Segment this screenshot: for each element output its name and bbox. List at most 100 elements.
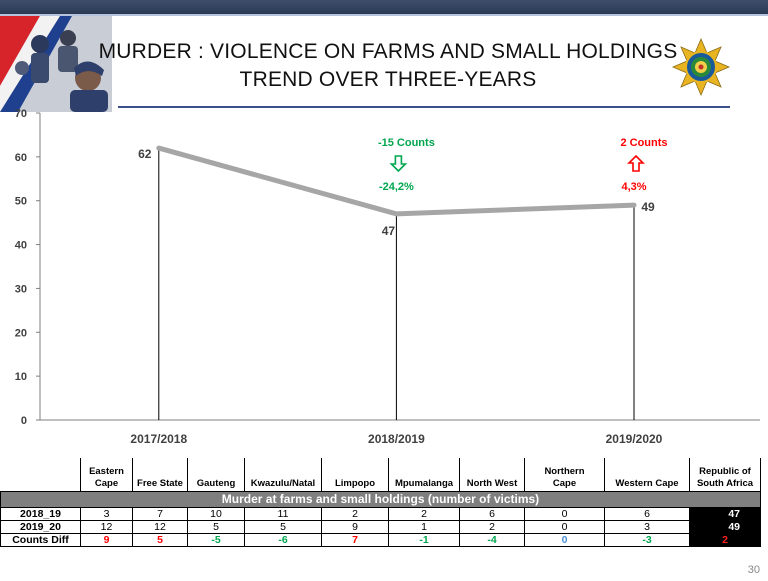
table-cell: 6: [604, 506, 690, 521]
diff-cell: 9: [80, 532, 133, 547]
row-label: Counts Diff: [0, 532, 81, 547]
series-line: [156, 145, 637, 217]
table-row-diff: Counts Diff 9 5 -5 -6 7 -1 -4 0 -3 2: [0, 532, 761, 547]
column-header-line-1: Eastern: [89, 465, 124, 477]
table-cell: 10: [187, 506, 245, 521]
data-label: 49: [641, 200, 655, 214]
row-label: 2019_20: [0, 519, 81, 534]
table-cell: 12: [80, 519, 133, 534]
title-divider: [118, 106, 730, 108]
column-header-line-1: [134, 466, 186, 478]
column-header: Kwazulu/Natal: [244, 458, 322, 492]
y-tick-label: 60: [15, 152, 27, 164]
column-header-line-1: Republic of: [699, 465, 751, 477]
column-header: Free State: [132, 458, 188, 492]
y-tick-label: 70: [15, 108, 27, 120]
slide-title: MURDER : VIOLENCE ON FARMS AND SMALL HOL…: [88, 38, 688, 94]
table-cell: 12: [132, 519, 188, 534]
column-header: Limpopo: [321, 458, 389, 492]
y-tick-label: 30: [15, 283, 27, 295]
column-header-line-1: [323, 466, 387, 478]
table-cell: 0: [524, 506, 605, 521]
column-header: Republic of South Africa: [689, 458, 761, 492]
column-header: Mpumalanga: [388, 458, 460, 492]
column-header: North West: [459, 458, 525, 492]
table-header-row: Eastern Cape Free State Gauteng Kwazulu/N…: [1, 458, 761, 492]
table-corner-cell: [1, 458, 81, 491]
table-row: 2019_20 12 12 5 5 9 1 2 0 3 49: [0, 519, 761, 534]
diff-cell: -6: [244, 532, 322, 547]
table-cell: 11: [244, 506, 322, 521]
column-header-line-1: [189, 466, 243, 478]
data-label: 47: [382, 224, 396, 238]
annotation-percent: 4,3%: [621, 181, 646, 193]
data-label: 62: [138, 147, 152, 161]
column-header-line-2: Limpopo: [334, 477, 376, 489]
province-table: Eastern Cape Free State Gauteng Kwazulu/N…: [0, 458, 761, 547]
column-header-line-1: [246, 466, 320, 478]
annotation-percent: -24,2%: [379, 181, 414, 193]
rsa-total-cell: 47: [689, 506, 761, 521]
table-cell: 3: [604, 519, 690, 534]
slide-title-line-2: TREND OVER THREE-YEARS: [239, 68, 537, 91]
column-header-line-2: South Africa: [696, 477, 754, 489]
diff-cell: 0: [524, 532, 605, 547]
x-tick-label: 2019/2020: [606, 432, 663, 446]
column-header: Eastern Cape: [80, 458, 133, 492]
annotation-counts: 2 Counts: [620, 137, 667, 149]
column-header-line-2: Kwazulu/Natal: [250, 477, 316, 489]
column-header-line-1: [461, 466, 523, 478]
diff-cell: -4: [459, 532, 525, 547]
diff-cell: -5: [187, 532, 245, 547]
diff-cell: 7: [321, 532, 389, 547]
column-header-line-2: Free State: [137, 477, 183, 489]
column-header: Northern Cape: [524, 458, 605, 492]
table-cell: 9: [321, 519, 389, 534]
table-cell: 5: [187, 519, 245, 534]
column-header-line-2: Cape: [94, 477, 119, 489]
table-cell: 2: [388, 506, 460, 521]
column-header-line-2: North West: [466, 477, 518, 489]
arrow-down-icon: [389, 155, 408, 173]
table-cell: 0: [524, 519, 605, 534]
table-cell: 2: [459, 519, 525, 534]
table-row: 2018_19 3 7 10 11 2 2 6 0 6 47: [0, 506, 761, 521]
y-tick-label: 10: [15, 371, 27, 383]
header-photo-image: [0, 16, 112, 112]
y-tick-label: 0: [21, 415, 27, 427]
column-header-line-2: Cape: [552, 477, 577, 489]
column-header-line-2: Mpumalanga: [394, 477, 454, 489]
column-header-line-1: [390, 466, 458, 478]
column-header-line-1: [606, 466, 688, 478]
rsa-total-cell: 49: [689, 519, 761, 534]
annotation-counts: -15 Counts: [378, 137, 435, 149]
row-label: 2018_19: [0, 506, 81, 521]
slide-title-line-1: MURDER : VIOLENCE ON FARMS AND SMALL HOL…: [98, 40, 678, 63]
x-tick-label: 2018/2019: [368, 432, 425, 446]
column-header: Western Cape: [604, 458, 690, 492]
saps-badge-logo: [671, 37, 731, 97]
saps-star-icon: [671, 37, 731, 97]
top-bar: [0, 0, 768, 16]
diff-cell: -1: [388, 532, 460, 547]
table-band-row: Murder at farms and small holdings (numb…: [0, 490, 761, 508]
rsa-diff-cell: 2: [689, 532, 761, 547]
table-band-title: Murder at farms and small holdings (numb…: [0, 490, 761, 508]
y-tick-label: 50: [15, 196, 27, 208]
table-cell: 2: [321, 506, 389, 521]
table-cell: 3: [80, 506, 133, 521]
column-header-line-1: Northern: [544, 465, 585, 477]
diff-cell: 5: [132, 532, 188, 547]
table-cell: 1: [388, 519, 460, 534]
y-tick-label: 40: [15, 240, 27, 252]
line-chart-svg: 0 10 20 30 40 50 60 70 2017/2018 2018/2019 2019/20…: [15, 108, 760, 446]
page-number: 30: [747, 564, 760, 576]
column-header: Gauteng: [187, 458, 245, 492]
column-header-line-2: Western Cape: [615, 477, 679, 489]
table-cell: 6: [459, 506, 525, 521]
y-tick-label: 20: [15, 327, 27, 339]
line-chart: 0 10 20 30 40 50 60 70 2017/2018 2018/2019 2019/20…: [0, 105, 768, 450]
diff-cell: -3: [604, 532, 690, 547]
table-cell: 5: [244, 519, 322, 534]
arrow-up-icon: [627, 154, 645, 172]
